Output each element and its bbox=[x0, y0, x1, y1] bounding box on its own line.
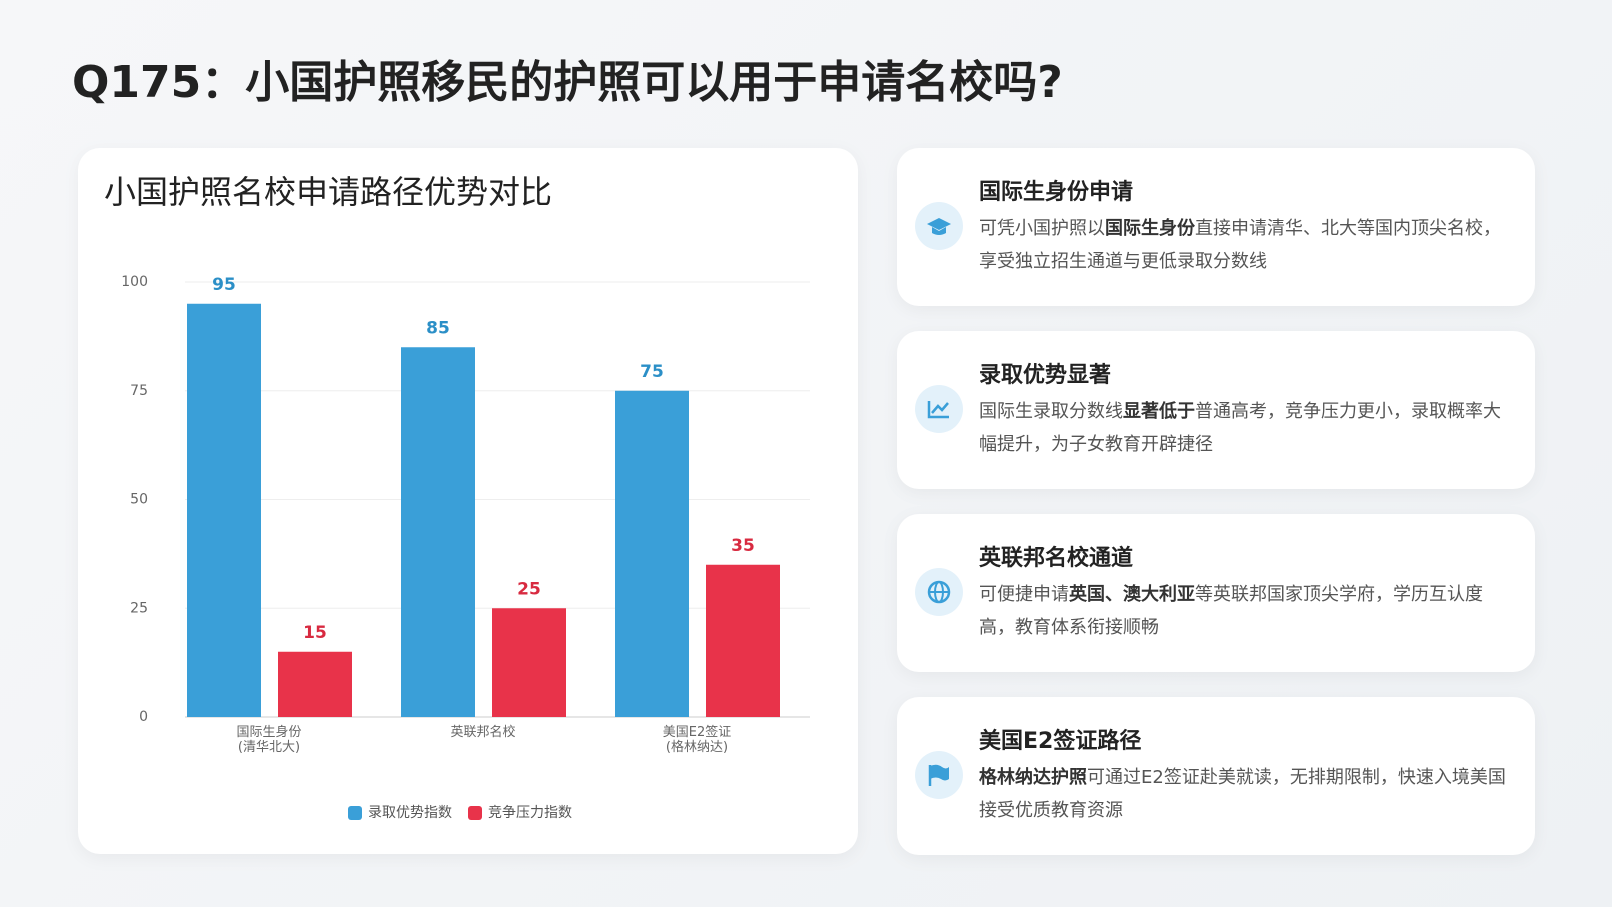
card-title: 英联邦名校通道 bbox=[979, 546, 1134, 571]
y-tick-label: 100 bbox=[121, 274, 148, 290]
body-text: 等英联邦国家顶尖学府，学历互认度高，教育体系衔接顺畅 bbox=[979, 584, 1483, 638]
chart-title: 小国护照名校申请路径优势对比 bbox=[104, 173, 552, 211]
bar bbox=[187, 303, 261, 717]
legend-label: 竞争压力指数 bbox=[488, 804, 572, 821]
y-tick-label: 0 bbox=[139, 709, 148, 725]
card-description: 国际生录取分数线显著低于普通高考，竞争压力更小，录取概率大幅提升，为子女教育开辟… bbox=[979, 395, 1509, 461]
card-title: 美国E2签证路径 bbox=[979, 729, 1142, 754]
value-label: 75 bbox=[640, 362, 664, 382]
value-label: 15 bbox=[303, 623, 327, 643]
legend-label: 录取优势指数 bbox=[368, 805, 452, 821]
body-text: 可通过E2签证赴美就读，无排期限制，快速入境美国接受优质教育资源 bbox=[979, 767, 1506, 821]
info-card: 国际生身份申请可凭小国护照以国际生身份直接申请清华、北大等国内顶尖名校，享受独立… bbox=[897, 148, 1535, 306]
bar bbox=[401, 347, 475, 717]
info-card: 美国E2签证路径格林纳达护照可通过E2签证赴美就读，无排期限制，快速入境美国接受… bbox=[897, 697, 1535, 855]
card-icon bbox=[915, 568, 963, 616]
y-tick-label: 25 bbox=[130, 600, 148, 616]
body-text: 可便捷申请 bbox=[979, 584, 1069, 605]
legend-swatch bbox=[468, 806, 482, 820]
body-text: 直接申请清华、北大等国内顶尖名校，享受独立招生通道与更低录取分数线 bbox=[979, 218, 1501, 272]
card-icon bbox=[915, 385, 963, 433]
body-text: 国际生录取分数线 bbox=[979, 401, 1123, 422]
info-card: 录取优势显著国际生录取分数线显著低于普通高考，竞争压力更小，录取概率大幅提升，为… bbox=[897, 331, 1535, 489]
x-tick-label: 国际生身份(清华北大) bbox=[236, 724, 301, 755]
chart-panel: 小国护照名校申请路径优势对比 0 25 50 75 100 国际生身份(清华北大) 95 15… bbox=[78, 148, 858, 854]
legend-swatch bbox=[348, 806, 362, 820]
bar bbox=[492, 608, 566, 717]
bar bbox=[278, 651, 352, 717]
value-label: 35 bbox=[731, 536, 755, 556]
emphasis-text: 格林纳达护照 bbox=[979, 767, 1087, 788]
chart: 小国护照名校申请路径优势对比 0 25 50 75 100 国际生身份(清华北大) 95 15… bbox=[104, 173, 810, 821]
bar bbox=[706, 564, 780, 717]
body-text: 普通高考，竞争压力更小，录取概率大幅提升，为子女教育开辟捷径 bbox=[979, 401, 1501, 455]
x-tick-label: 英联邦名校 bbox=[450, 724, 515, 740]
value-label: 25 bbox=[517, 579, 541, 599]
emphasis-text: 国际生身份 bbox=[1105, 218, 1195, 239]
body-text: 可凭小国护照以 bbox=[979, 218, 1105, 239]
emphasis-text: 英国、澳大利亚 bbox=[1069, 584, 1195, 605]
emphasis-text: 显著低于 bbox=[1123, 401, 1195, 422]
info-card: 英联邦名校通道可便捷申请英国、澳大利亚等英联邦国家顶尖学府，学历互认度高，教育体… bbox=[897, 514, 1535, 672]
card-description: 可便捷申请英国、澳大利亚等英联邦国家顶尖学府，学历互认度高，教育体系衔接顺畅 bbox=[979, 578, 1509, 644]
value-label: 95 bbox=[212, 275, 236, 295]
value-label: 85 bbox=[426, 318, 450, 338]
bar bbox=[615, 390, 689, 717]
y-tick-label: 75 bbox=[130, 383, 148, 399]
y-tick-label: 50 bbox=[130, 492, 148, 508]
card-title: 国际生身份申请 bbox=[979, 180, 1134, 205]
card-description: 可凭小国护照以国际生身份直接申请清华、北大等国内顶尖名校，享受独立招生通道与更低… bbox=[979, 212, 1509, 278]
card-icon bbox=[915, 751, 963, 799]
page-title: Q175：小国护照移民的护照可以用于申请名校吗? bbox=[72, 57, 1063, 108]
x-tick-label: 美国E2签证(格林纳达) bbox=[663, 724, 732, 755]
card-icon bbox=[915, 202, 963, 250]
card-description: 格林纳达护照可通过E2签证赴美就读，无排期限制，快速入境美国接受优质教育资源 bbox=[979, 761, 1509, 827]
card-title: 录取优势显著 bbox=[979, 363, 1112, 388]
